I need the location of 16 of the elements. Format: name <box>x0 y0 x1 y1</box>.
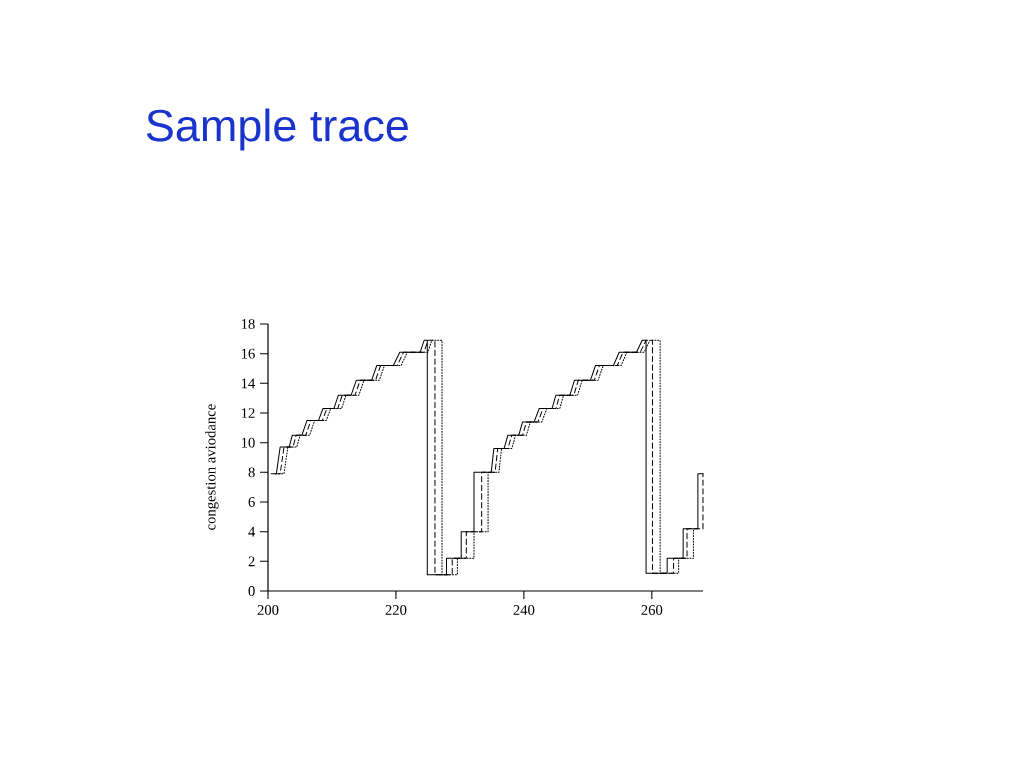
x-tick-label: 200 <box>257 605 279 615</box>
y-tick-label: 18 <box>241 319 255 329</box>
y-tick-label: 12 <box>241 408 255 418</box>
y-tick-label: 0 <box>248 586 255 596</box>
y-tick-label: 14 <box>241 378 256 389</box>
y-tick-label: 16 <box>241 348 255 359</box>
y-axis-title: congestion aviodance <box>205 404 219 530</box>
x-tick-label: 220 <box>385 605 407 615</box>
y-tick-label: 2 <box>248 556 255 567</box>
y-tick-label: 8 <box>248 467 255 478</box>
y-tick-label: 6 <box>248 497 255 507</box>
x-tick-label: 240 <box>513 605 535 615</box>
chart-title: Sample trace <box>146 108 408 151</box>
x-tick-label: 260 <box>641 605 663 615</box>
y-tick-label: 4 <box>248 526 256 537</box>
y-tick-label: 10 <box>241 437 255 448</box>
